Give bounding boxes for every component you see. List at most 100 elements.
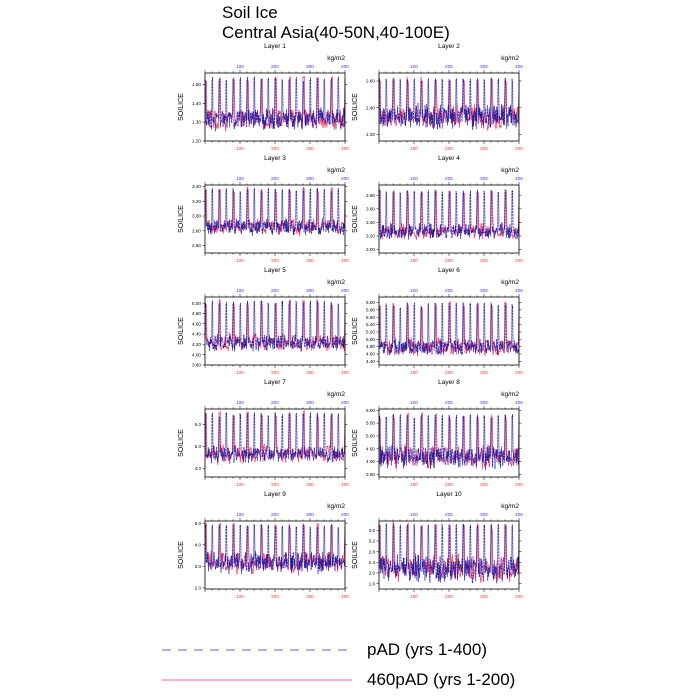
y-tick-label: 6.0 (195, 422, 202, 427)
series-overlap-line (204, 524, 346, 575)
y-tick-label: 5.40 (366, 322, 375, 327)
panel-units: kg/m2 (327, 503, 345, 510)
top-tick-label: 400 (341, 400, 349, 405)
legend-label-460pad: 460pAD (yrs 1-200) (367, 670, 515, 689)
top-tick-label: 300 (480, 288, 488, 293)
y-tick-label: 3.80 (366, 193, 375, 198)
bottom-tick-label: 400 (341, 594, 349, 599)
series-overlap-line (378, 413, 520, 471)
bottom-tick-label: 300 (480, 482, 488, 487)
y-tick-label: 2.0 (195, 586, 202, 591)
top-tick-label: 100 (410, 288, 418, 293)
bottom-tick-label: 400 (515, 258, 523, 263)
y-tick-label: 2.4 (369, 560, 376, 565)
y-tick-label: 3.40 (366, 220, 375, 225)
panel-layer-9: Layer 9 kg/m2 SOILICE 100 200 300 400 100 200 300… (178, 491, 349, 599)
top-tick-label: 300 (306, 400, 314, 405)
panel-units: kg/m2 (327, 55, 345, 62)
panel-layer-1: Layer 1 kg/m2 SOILICE 100 200 300 400 100 200 300… (178, 43, 349, 151)
bottom-tick-label: 400 (341, 146, 349, 151)
panel-title: Layer 10 (436, 491, 462, 498)
series-overlap-line (378, 78, 520, 131)
top-tick-label: 100 (410, 512, 418, 517)
y-tick-label: 3.50 (366, 472, 375, 477)
bottom-tick-label: 100 (410, 370, 418, 375)
bottom-tick-label: 300 (306, 258, 314, 263)
top-tick-label: 100 (410, 400, 418, 405)
panel-title: Layer 8 (438, 379, 460, 386)
top-tick-label: 300 (306, 512, 314, 517)
panel-units: kg/m2 (501, 279, 519, 286)
panel-layer-5: Layer 5 kg/m2 SOILICE 100 200 300 400 100 200 300… (178, 267, 349, 375)
top-tick-label: 200 (271, 64, 279, 69)
y-tick-label: 1.30 (192, 120, 201, 125)
panel-layer-3: Layer 3 kg/m2 SOILICE 100 200 300 400 100 200 300… (178, 155, 349, 263)
y-tick-label: 5.60 (366, 315, 375, 320)
panel-units: kg/m2 (501, 503, 519, 510)
y-tick-label: 2.0 (369, 571, 376, 576)
bottom-tick-label: 300 (480, 594, 488, 599)
bottom-tick-label: 200 (271, 258, 279, 263)
top-tick-label: 400 (515, 64, 523, 69)
bottom-tick-label: 200 (445, 146, 453, 151)
y-axis-label: SOILICE (352, 317, 359, 345)
y-tick-label: 3.60 (366, 206, 375, 211)
top-tick-label: 300 (306, 176, 314, 181)
y-tick-label: 3.00 (366, 247, 375, 252)
y-tick-label: 5.00 (366, 434, 375, 439)
series-overlap-line (204, 187, 346, 236)
y-tick-label: 5.50 (366, 421, 375, 426)
y-tick-label: 5.0 (195, 444, 202, 449)
panel-units: kg/m2 (501, 55, 519, 62)
y-tick-label: 5.00 (192, 301, 201, 306)
top-tick-label: 200 (271, 288, 279, 293)
top-tick-label: 100 (236, 176, 244, 181)
series-overlap-line (204, 76, 346, 132)
top-tick-label: 300 (306, 64, 314, 69)
top-tick-label: 300 (480, 512, 488, 517)
y-tick-label: 6.00 (366, 408, 375, 413)
top-tick-label: 200 (271, 400, 279, 405)
bottom-tick-label: 200 (271, 370, 279, 375)
y-tick-label: 5.20 (366, 330, 375, 335)
y-tick-label: 3.6 (369, 528, 376, 533)
y-tick-label: 4.80 (366, 344, 375, 349)
bottom-tick-label: 100 (410, 146, 418, 151)
top-tick-label: 400 (341, 288, 349, 293)
y-axis-label: SOILICE (178, 317, 185, 345)
panel-title: Layer 4 (438, 155, 460, 162)
top-tick-label: 400 (341, 512, 349, 517)
bottom-tick-label: 400 (515, 594, 523, 599)
bottom-tick-label: 300 (306, 370, 314, 375)
y-tick-label: 4.40 (366, 359, 375, 364)
y-tick-label: 3.2 (369, 539, 376, 544)
bottom-tick-label: 100 (236, 146, 244, 151)
panel-units: kg/m2 (327, 279, 345, 286)
bottom-tick-label: 400 (341, 258, 349, 263)
y-tick-label: 2.80 (192, 228, 201, 233)
y-tick-label: 2.40 (366, 105, 375, 110)
top-tick-label: 200 (445, 400, 453, 405)
y-tick-label: 2.60 (192, 243, 201, 248)
top-tick-label: 100 (236, 512, 244, 517)
top-tick-label: 300 (480, 64, 488, 69)
bottom-tick-label: 300 (480, 370, 488, 375)
series-overlap-line (378, 523, 520, 584)
panel-layer-7: Layer 7 kg/m2 SOILICE 100 200 300 400 100 200 300… (178, 379, 349, 487)
panel-title: Layer 9 (264, 491, 286, 498)
y-tick-label: 3.40 (192, 184, 201, 189)
y-tick-label: 4.0 (195, 542, 202, 547)
bottom-tick-label: 200 (271, 594, 279, 599)
bottom-tick-label: 200 (271, 146, 279, 151)
bottom-tick-label: 100 (410, 594, 418, 599)
panel-title: Layer 1 (264, 43, 286, 50)
y-axis-label: SOILICE (178, 205, 185, 233)
y-tick-label: 4.60 (192, 321, 201, 326)
y-tick-label: 2.8 (369, 549, 376, 554)
top-tick-label: 100 (236, 288, 244, 293)
bottom-tick-label: 400 (341, 370, 349, 375)
top-tick-label: 100 (410, 64, 418, 69)
y-tick-label: 4.20 (192, 342, 201, 347)
figure-subtitle: Central Asia(40-50N,40-100E) (222, 23, 450, 42)
